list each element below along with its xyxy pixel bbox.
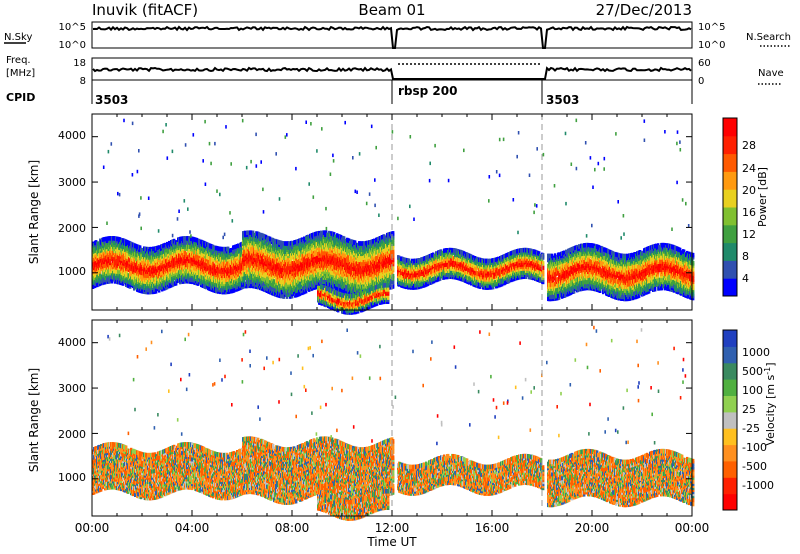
nsky-trace (93, 27, 691, 48)
freq-label: Freq. (6, 55, 31, 66)
nsky-label: N.Sky (4, 32, 32, 43)
nsky-tick-bottom: 10^0 (59, 40, 86, 51)
power-panel: 4000 3000 2000 1000 Slant Range [km] Pow… (27, 114, 769, 315)
freq-panel: Freq. [MHz] 18 8 60 0 Nave (6, 55, 784, 87)
cpid-segment-3: 3503 (546, 93, 579, 107)
power-echo-cells (92, 119, 694, 315)
cpid-segment-1: 3503 (95, 93, 128, 107)
nave-label: Nave (758, 68, 784, 79)
nave-tick-bottom: 0 (698, 76, 704, 87)
nsky-tick-top: 10^5 (59, 22, 86, 33)
freq-tick-top: 18 (73, 58, 86, 69)
nsearch-tick-bottom: 10^0 (698, 40, 725, 51)
date-title: 27/Dec/2013 (596, 1, 692, 19)
nave-tick-top: 60 (698, 58, 711, 69)
cpid-label: CPID (6, 91, 35, 104)
freq-trace (93, 68, 691, 79)
nsky-panel: N.Sky 10^5 10^0 10^5 10^0 N.Search (4, 22, 791, 51)
cpid-segment-2: rbsp 200 (398, 84, 457, 98)
cpid-row: CPID 3503 rbsp 200 3503 (6, 80, 692, 107)
nsearch-tick-top: 10^5 (698, 22, 725, 33)
station-title: Inuvik (fitACF) (92, 1, 198, 19)
nsearch-label: N.Search (746, 32, 791, 43)
radar-summary-figure: Inuvik (fitACF) Beam 01 27/Dec/2013 N.Sk… (0, 0, 800, 554)
freq-unit: [MHz] (6, 68, 35, 79)
freq-tick-bottom: 8 (80, 76, 86, 87)
beam-title: Beam 01 (358, 1, 425, 19)
